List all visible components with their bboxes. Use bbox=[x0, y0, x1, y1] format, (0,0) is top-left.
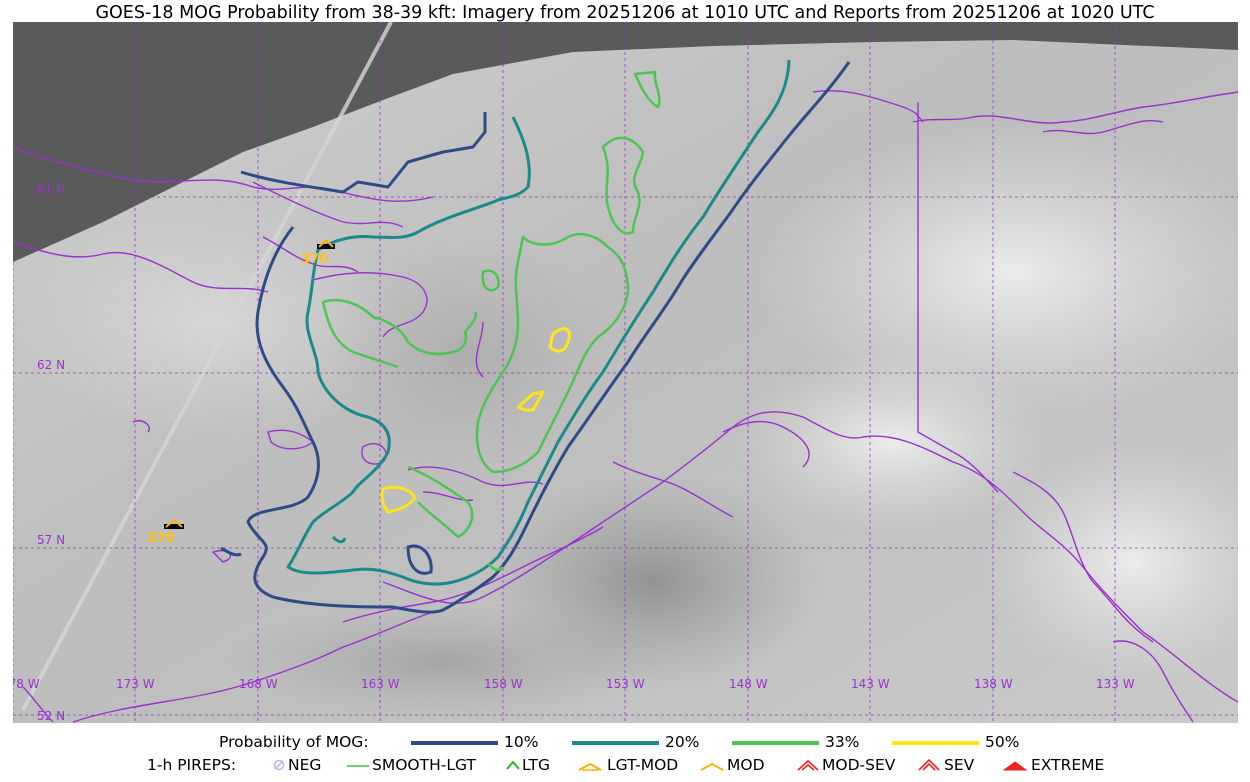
lat-label: 62 N bbox=[37, 358, 65, 372]
latitude-labels: 61 N 62 N 57 N 52 N bbox=[37, 182, 65, 723]
legend-label-33: 33% bbox=[825, 733, 860, 751]
pirep-legend: 1-h PIREPS: NEG SMOOTH-LGT LTG LGT-MOD M… bbox=[0, 756, 1250, 776]
lon-label: 148 W bbox=[729, 677, 768, 691]
mod-sev-icon bbox=[797, 759, 819, 771]
coastlines bbox=[13, 89, 1238, 723]
mod-icon bbox=[700, 762, 724, 771]
legend-swatch-33 bbox=[732, 741, 819, 745]
lon-label: 138 W bbox=[974, 677, 1013, 691]
legend-label-10: 10% bbox=[504, 733, 539, 751]
pirep-marker-mod-1[interactable]: 370 bbox=[301, 238, 335, 267]
legend-label-extreme: EXTREME bbox=[1031, 756, 1105, 774]
pirep-altitude-1: 370 bbox=[301, 252, 328, 267]
sev-icon bbox=[918, 758, 940, 771]
legend-swatch-50 bbox=[892, 741, 979, 745]
lon-label: 153 W bbox=[606, 677, 645, 691]
legend-label-smooth-lgt: SMOOTH-LGT bbox=[372, 756, 476, 774]
legend-label-50: 50% bbox=[985, 733, 1020, 751]
probability-legend: Probability of MOG: 10% 20% 33% 50% bbox=[0, 733, 1250, 753]
lat-label: 57 N bbox=[37, 533, 65, 547]
lgt-mod-icon bbox=[578, 762, 602, 771]
lon-label: 163 W bbox=[361, 677, 400, 691]
legend-label-mod: MOD bbox=[727, 756, 765, 774]
mog-contour-50 bbox=[380, 327, 571, 514]
legend-label-ltg: LTG bbox=[522, 756, 550, 774]
pirep-altitude-2: 370 bbox=[147, 531, 174, 546]
contrail-line bbox=[21, 22, 393, 711]
lon-label: 133 W bbox=[1096, 677, 1135, 691]
lon-label: 173 W bbox=[116, 677, 155, 691]
longitude-labels: 178 W 173 W 168 W 163 W 158 W 153 W 148 … bbox=[13, 677, 1135, 691]
smooth-lgt-icon bbox=[347, 765, 369, 767]
mog-contour-20 bbox=[286, 59, 791, 586]
legend-label-sev: SEV bbox=[944, 756, 975, 774]
extreme-icon bbox=[1003, 761, 1027, 771]
legend-label-lgt-mod: LGT-MOD bbox=[607, 756, 679, 774]
legend-label-neg: NEG bbox=[288, 756, 322, 774]
legend-swatch-20 bbox=[572, 741, 659, 745]
lon-label: 168 W bbox=[239, 677, 278, 691]
mog-contour-10 bbox=[220, 61, 851, 614]
lat-label: 52 N bbox=[37, 709, 65, 723]
probability-legend-title: Probability of MOG: bbox=[219, 733, 369, 751]
pirep-legend-title: 1-h PIREPS: bbox=[147, 756, 237, 774]
legend-label-20: 20% bbox=[665, 733, 700, 751]
lat-label: 61 N bbox=[37, 182, 65, 196]
no-data-region bbox=[13, 22, 1238, 262]
lon-label: 178 W bbox=[13, 677, 40, 691]
legend-swatch-10 bbox=[411, 741, 498, 745]
pirep-marker-mod-2[interactable]: 370 bbox=[147, 518, 184, 546]
lon-label: 158 W bbox=[484, 677, 523, 691]
legend-label-mod-sev: MOD-SEV bbox=[822, 756, 896, 774]
lon-label: 143 W bbox=[851, 677, 890, 691]
map-title: GOES-18 MOG Probability from 38-39 kft: … bbox=[95, 3, 1155, 23]
mog-contour-33 bbox=[321, 70, 661, 572]
neg-icon bbox=[273, 759, 285, 771]
ltg-icon bbox=[506, 760, 520, 770]
satellite-map: 370 370 61 N 62 N 57 N 52 N 178 W 173 W … bbox=[13, 22, 1238, 723]
